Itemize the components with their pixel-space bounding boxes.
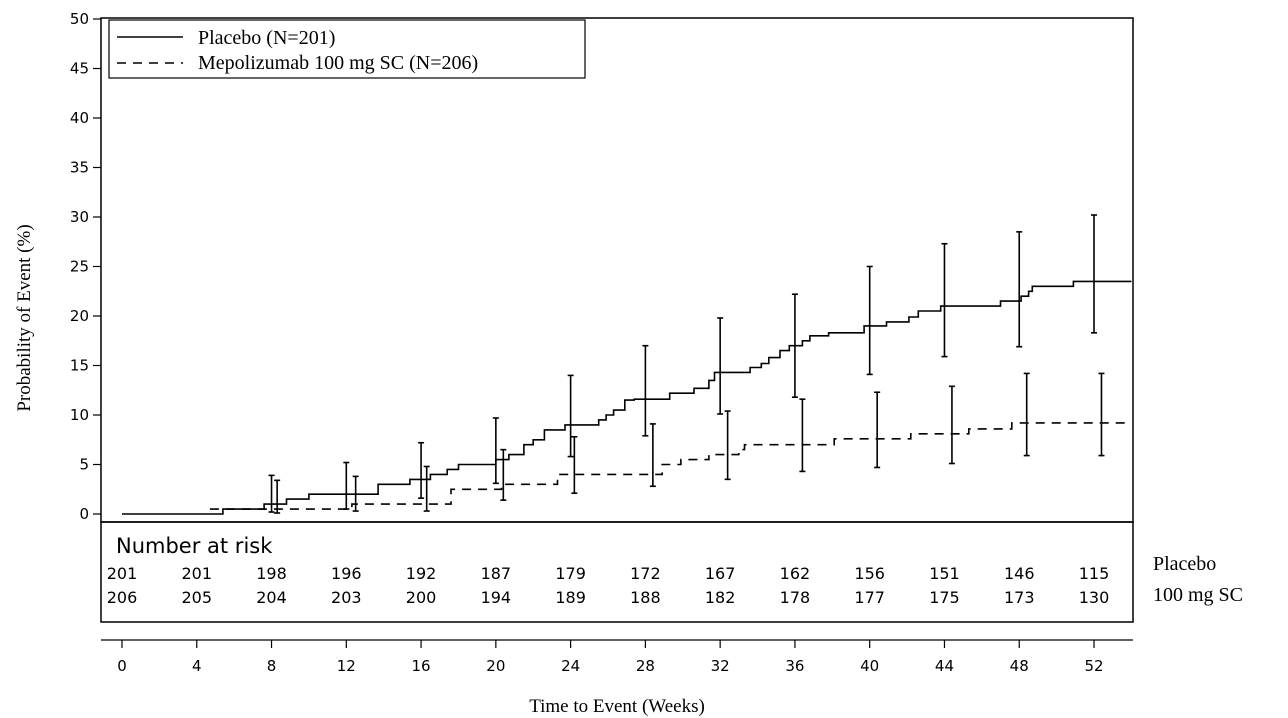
ci-bar-mepolizumab <box>799 398 806 473</box>
ci-bar-placebo <box>717 317 724 415</box>
risk-value-placebo: 201 <box>181 564 212 583</box>
risk-value-mepolizumab: 200 <box>406 588 437 607</box>
ci-bar-mepolizumab <box>1023 372 1030 457</box>
ci-bar-placebo <box>1091 214 1097 334</box>
x-tick-label: 52 <box>1084 657 1103 675</box>
y-tick-label: 35 <box>70 159 89 177</box>
risk-value-placebo: 162 <box>780 564 811 583</box>
ci-bar-mepolizumab <box>352 475 359 512</box>
y-tick-label: 45 <box>70 60 89 78</box>
risk-value-placebo: 115 <box>1079 564 1110 583</box>
risk-value-placebo: 198 <box>256 564 287 583</box>
risk-value-mepolizumab: 177 <box>854 588 885 607</box>
ci-bar-placebo <box>268 474 275 513</box>
risk-value-mepolizumab: 204 <box>256 588 287 607</box>
plot-frame <box>100 17 1134 523</box>
ci-bar-placebo <box>866 265 873 376</box>
x-tick-label: 32 <box>711 657 730 675</box>
x-tick-label: 28 <box>636 657 655 675</box>
y-tick-label: 10 <box>70 406 89 424</box>
y-tick-label: 15 <box>70 357 89 375</box>
y-tick-label: 0 <box>79 505 89 523</box>
x-tick-label: 20 <box>486 657 505 675</box>
y-tick-label: 40 <box>70 109 89 127</box>
x-tick-label: 44 <box>935 657 954 675</box>
ci-bar-placebo <box>791 293 798 398</box>
ci-bar-placebo <box>418 441 425 499</box>
y-axis: 0 5 10 15 20 25 30 35 40 45 50 <box>70 10 101 523</box>
risk-value-mepolizumab: 203 <box>331 588 362 607</box>
risk-value-mepolizumab: 130 <box>1079 588 1110 607</box>
x-tick-label: 36 <box>785 657 804 675</box>
y-tick-label: 30 <box>70 208 89 226</box>
y-tick-label: 5 <box>79 456 89 474</box>
ci-bar-placebo <box>567 374 574 458</box>
ci-bar-mepolizumab <box>423 465 430 512</box>
risk-table-title: Number at risk <box>116 534 273 558</box>
risk-value-placebo: 201 <box>107 564 138 583</box>
ci-bar-placebo <box>941 242 948 358</box>
x-axis: 0 4 8 12 16 20 24 28 32 36 40 44 48 52 <box>101 639 1133 675</box>
y-tick-label: 25 <box>70 258 89 276</box>
series-layer <box>122 214 1132 515</box>
ci-bar-placebo <box>492 417 499 485</box>
risk-value-placebo: 179 <box>555 564 586 583</box>
risk-value-mepolizumab: 206 <box>107 588 138 607</box>
x-tick-label: 0 <box>117 657 127 675</box>
risk-value-placebo: 196 <box>331 564 362 583</box>
ci-bar-mepolizumab <box>500 448 507 501</box>
x-axis-label: Time to Event (Weeks) <box>529 696 705 717</box>
risk-value-mepolizumab: 194 <box>481 588 512 607</box>
y-axis-label: Probability of Event (%) <box>14 224 35 411</box>
ci-bar-placebo <box>642 344 649 437</box>
legend-label-placebo: Placebo (N=201) <box>198 27 335 49</box>
risk-value-placebo: 167 <box>705 564 736 583</box>
ci-bar-placebo <box>343 461 350 510</box>
risk-value-mepolizumab: 178 <box>780 588 811 607</box>
risk-table-frame <box>100 521 1134 623</box>
legend-box <box>108 19 586 79</box>
risk-value-mepolizumab: 175 <box>929 588 960 607</box>
ci-bar-mepolizumab <box>874 391 881 469</box>
risk-value-placebo: 151 <box>929 564 960 583</box>
ci-bar-mepolizumab <box>1098 372 1105 457</box>
risk-value-mepolizumab: 205 <box>181 588 212 607</box>
risk-value-mepolizumab: 182 <box>705 588 736 607</box>
x-tick-label: 40 <box>860 657 879 675</box>
ci-bar-mepolizumab <box>724 410 731 481</box>
risk-table: 201 201 198 196 192 187 179 172 167 162 156 151 146 1… <box>107 564 1110 607</box>
risk-value-placebo: 146 <box>1004 564 1035 583</box>
legend-label-mepolizumab: Mepolizumab 100 mg SC (N=206) <box>198 52 478 74</box>
risk-row-label-mepolizumab: 100 mg SC <box>1153 584 1243 606</box>
risk-value-mepolizumab: 173 <box>1004 588 1035 607</box>
risk-value-placebo: 172 <box>630 564 661 583</box>
y-tick-label: 50 <box>70 10 89 28</box>
risk-value-placebo: 156 <box>854 564 885 583</box>
ci-bar-mepolizumab <box>649 423 656 488</box>
ci-bar-placebo <box>1016 231 1023 348</box>
risk-row-label-placebo: Placebo <box>1153 553 1216 575</box>
x-tick-label: 4 <box>192 657 202 675</box>
y-tick-label: 20 <box>70 307 89 325</box>
ci-bar-mepolizumab <box>571 435 578 495</box>
risk-value-placebo: 192 <box>406 564 437 583</box>
x-tick-label: 24 <box>561 657 580 675</box>
series-line-mepolizumab <box>209 422 1132 510</box>
x-tick-label: 16 <box>412 657 431 675</box>
ci-bar-mepolizumab <box>948 385 955 465</box>
x-tick-label: 8 <box>267 657 277 675</box>
legend: Placebo (N=201) Mepolizumab 100 mg SC (N… <box>108 19 586 79</box>
ci-bar-mepolizumab <box>274 479 281 514</box>
risk-value-mepolizumab: 189 <box>555 588 586 607</box>
x-tick-label: 12 <box>337 657 356 675</box>
risk-value-placebo: 187 <box>481 564 512 583</box>
x-tick-label: 48 <box>1010 657 1029 675</box>
risk-value-mepolizumab: 188 <box>630 588 661 607</box>
series-line-placebo <box>122 280 1132 515</box>
